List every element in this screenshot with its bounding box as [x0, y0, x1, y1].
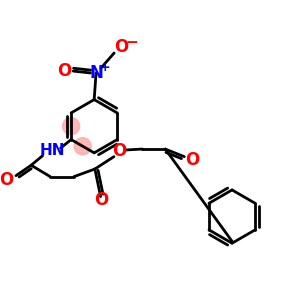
Circle shape	[63, 118, 80, 135]
Text: −: −	[126, 35, 139, 50]
Text: O: O	[58, 62, 72, 80]
Text: N: N	[89, 64, 103, 82]
Text: O: O	[112, 142, 127, 160]
Circle shape	[74, 138, 91, 155]
Text: O: O	[185, 152, 199, 169]
Text: HN: HN	[39, 143, 65, 158]
Text: +: +	[99, 61, 110, 74]
Text: O: O	[94, 191, 109, 209]
Text: O: O	[114, 38, 128, 56]
Text: O: O	[0, 171, 14, 189]
